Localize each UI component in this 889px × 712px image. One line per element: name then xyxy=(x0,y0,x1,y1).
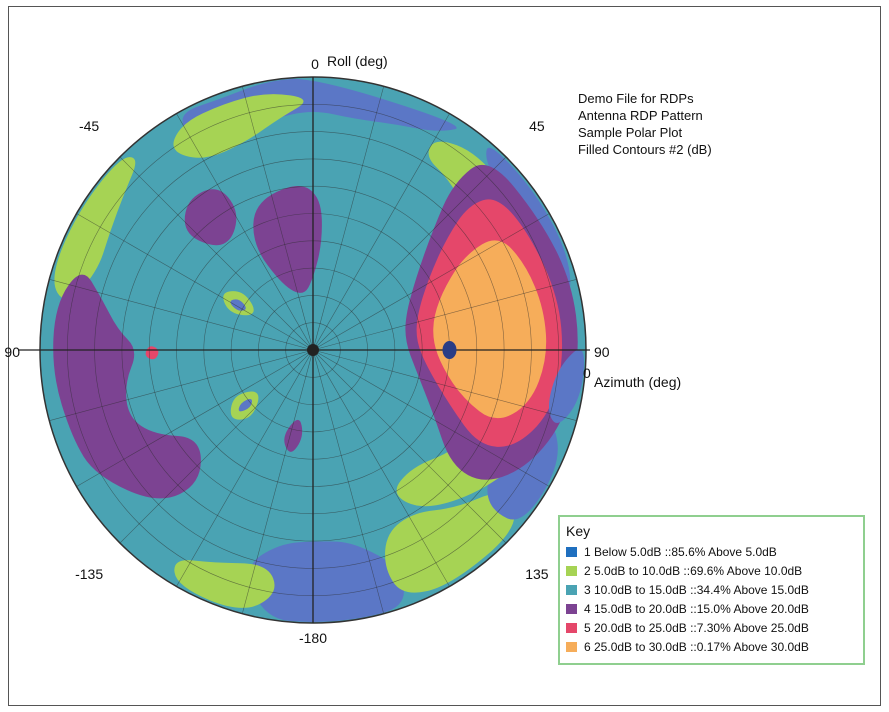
grid-spoke xyxy=(312,86,384,351)
grid-spoke xyxy=(312,349,577,421)
contour-region-orange-right xyxy=(433,240,547,419)
legend-entry: 5 20.0dB to 25.0dB ::7.30% Above 25.0dB xyxy=(566,618,857,637)
title-line-4: Filled Contours #2 (dB) xyxy=(578,142,712,157)
contour-region-purple-lower-center xyxy=(284,419,303,452)
grid-spoke xyxy=(312,349,507,544)
grid-spoke xyxy=(312,156,507,351)
grid-spoke xyxy=(76,213,314,351)
contour-region-purple-center-upper xyxy=(253,186,322,293)
angle-tick-label: 90 xyxy=(4,344,20,360)
grid-spoke xyxy=(312,349,450,587)
legend-entry-label: 3 10.0dB to 15.0dB ::34.4% Above 15.0dB xyxy=(584,582,809,597)
title-line-2: Antenna RDP Pattern xyxy=(578,108,703,123)
grid-spoke xyxy=(76,349,314,487)
grid-spoke xyxy=(312,349,550,487)
contour-region-blue-dot-upper-left xyxy=(230,299,246,311)
contour-region-blue-right-arc xyxy=(548,349,585,423)
legend-entry-label: 2 5.0dB to 10.0dB ::69.6% Above 10.0dB xyxy=(584,563,803,578)
grid-spoke xyxy=(242,349,314,614)
legend-entry: 6 25.0dB to 30.0dB ::0.17% Above 30.0dB xyxy=(566,637,857,656)
legend-swatch xyxy=(566,641,577,652)
grid-spoke xyxy=(119,156,314,351)
title-line-1: Demo File for RDPs xyxy=(578,91,694,106)
contour-region-green-bottom-left xyxy=(174,560,275,608)
contour-region-green-left-upper xyxy=(54,157,136,299)
angle-tick-label: -45 xyxy=(79,118,99,134)
legend-swatch xyxy=(566,584,577,595)
angle-tick-label: 0 xyxy=(311,56,319,72)
legend-swatch xyxy=(566,622,577,633)
contour-region-blue-bottom xyxy=(249,541,404,622)
contour-region-purple-topleft xyxy=(184,189,237,246)
legend-entry-label: 1 Below 5.0dB ::85.6% Above 5.0dB xyxy=(584,544,777,559)
angle-tick-label: 45 xyxy=(529,118,545,134)
peak-marker xyxy=(442,341,457,359)
contour-region-blue-dot-lower-left xyxy=(238,398,253,412)
grid-spoke xyxy=(312,113,450,351)
legend-swatch xyxy=(566,546,577,557)
grid-spoke xyxy=(119,349,314,544)
grid-spoke xyxy=(49,279,314,351)
grid-spoke xyxy=(176,349,314,587)
legend-entry-label: 4 15.0dB to 20.0dB ::15.0% Above 20.0dB xyxy=(584,601,809,616)
legend-swatch xyxy=(566,565,577,576)
azimuth-zero-label: 0 xyxy=(583,365,591,381)
azimuth-axis-label: Azimuth (deg) xyxy=(594,374,681,390)
contour-region-purple-big-left xyxy=(53,274,201,499)
legend-entry: 3 10.0dB to 15.0dB ::34.4% Above 15.0dB xyxy=(566,580,857,599)
legend-title: Key xyxy=(566,523,591,539)
grid-spoke xyxy=(312,213,550,351)
grid-spoke xyxy=(242,86,314,351)
title-line-3: Sample Polar Plot xyxy=(578,125,683,140)
pole-center-dot xyxy=(307,344,319,356)
grid-spoke xyxy=(312,279,577,351)
legend-swatch xyxy=(566,603,577,614)
grid-spoke xyxy=(312,349,384,614)
legend-entry-label: 6 25.0dB to 30.0dB ::0.17% Above 30.0dB xyxy=(584,639,809,654)
contour-region-green-top xyxy=(173,94,304,158)
legend-entry: 4 15.0dB to 20.0dB ::15.0% Above 20.0dB xyxy=(566,599,857,618)
angle-tick-label: -180 xyxy=(299,630,327,646)
angle-tick-label: 90 xyxy=(594,344,610,360)
radial-axis-label: Roll (deg) xyxy=(327,53,388,69)
legend-entry: 1 Below 5.0dB ::85.6% Above 5.0dB xyxy=(566,542,857,561)
grid-spoke xyxy=(176,113,314,351)
legend-entry: 2 5.0dB to 10.0dB ::69.6% Above 10.0dB xyxy=(566,561,857,580)
angle-tick-label: -135 xyxy=(75,566,103,582)
grid-spoke xyxy=(49,349,314,421)
legend-entry-label: 5 20.0dB to 25.0dB ::7.30% Above 25.0dB xyxy=(584,620,809,635)
angle-tick-label: 135 xyxy=(525,566,549,582)
